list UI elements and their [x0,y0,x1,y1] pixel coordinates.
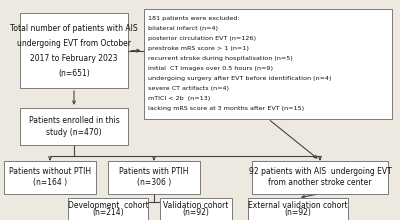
FancyBboxPatch shape [160,198,232,220]
Text: 92 patients with AIS  undergoing EVT: 92 patients with AIS undergoing EVT [249,167,391,176]
Text: severe CT artifacts (n=4): severe CT artifacts (n=4) [148,86,229,91]
Text: Patients with PTIH: Patients with PTIH [119,167,189,176]
Text: mTICI < 2b  (n=13): mTICI < 2b (n=13) [148,96,210,101]
Text: 2017 to February 2023: 2017 to February 2023 [30,54,118,62]
Text: (n=92): (n=92) [284,208,312,217]
Text: recurrent stroke during hospitalisation (n=5): recurrent stroke during hospitalisation … [148,56,293,61]
Text: Validation cohort: Validation cohort [163,201,229,210]
Text: Development  cohort: Development cohort [68,201,148,210]
FancyBboxPatch shape [68,198,148,220]
FancyBboxPatch shape [248,198,348,220]
Text: (n=651): (n=651) [58,69,90,77]
Text: 181 patients were excluded:: 181 patients were excluded: [148,16,240,21]
Text: undergoing EVT from October: undergoing EVT from October [17,39,131,48]
Text: undergoing surgery after EVT before identification (n=4): undergoing surgery after EVT before iden… [148,76,332,81]
Text: (n=92): (n=92) [182,208,210,217]
Text: lacking mRS score at 3 months after EVT (n=15): lacking mRS score at 3 months after EVT … [148,106,304,111]
FancyBboxPatch shape [108,161,200,194]
Text: posterior circulation EVT (n=126): posterior circulation EVT (n=126) [148,36,256,41]
FancyBboxPatch shape [144,9,392,119]
Text: (n=306 ): (n=306 ) [137,178,171,187]
Text: initial  CT images over 0.5 hours (n=9): initial CT images over 0.5 hours (n=9) [148,66,273,71]
Text: External validation cohort: External validation cohort [248,201,348,210]
Text: study (n=470): study (n=470) [46,128,102,137]
FancyBboxPatch shape [4,161,96,194]
Text: Patients without PTIH: Patients without PTIH [9,167,91,176]
Text: (n=164 ): (n=164 ) [33,178,67,187]
FancyBboxPatch shape [20,108,128,145]
Text: Patients enrolled in this: Patients enrolled in this [29,116,119,125]
Text: from another stroke center: from another stroke center [268,178,372,187]
Text: prestroke mRS score > 1 (n=1): prestroke mRS score > 1 (n=1) [148,46,249,51]
Text: (n=214): (n=214) [92,208,124,217]
FancyBboxPatch shape [20,13,128,88]
Text: bilateral infarct (n=4): bilateral infarct (n=4) [148,26,218,31]
FancyBboxPatch shape [252,161,388,194]
Text: Total number of patients with AIS: Total number of patients with AIS [10,24,138,33]
